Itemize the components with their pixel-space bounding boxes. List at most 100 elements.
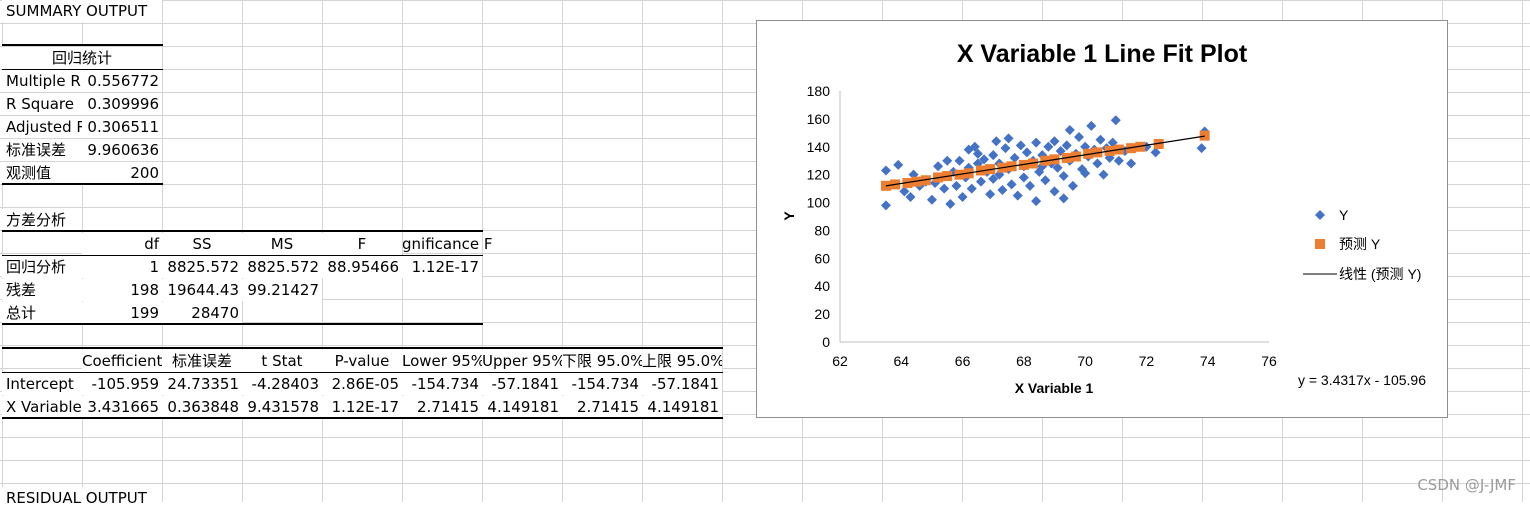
table-rule: [2, 417, 723, 419]
anova-cell[interactable]: 总计: [2, 302, 82, 324]
table-rule: [2, 372, 723, 373]
data-point-y: [905, 191, 916, 202]
stat-label[interactable]: 观测值: [2, 162, 82, 184]
y-tick-labels: 0 20 40 60 80 100 120 140 160 180: [807, 83, 831, 350]
anova-cell[interactable]: 28470: [162, 302, 242, 324]
data-point-y: [1052, 162, 1063, 173]
coef-cell[interactable]: 2.71415: [402, 396, 482, 418]
table-rule: [2, 323, 483, 325]
anova-cell[interactable]: 88.95466: [322, 256, 402, 278]
anova-cell[interactable]: 8825.572: [162, 256, 242, 278]
coef-cell[interactable]: 3.431665: [82, 396, 162, 418]
stat-value[interactable]: 9.960636: [82, 139, 162, 161]
stat-value[interactable]: 0.306511: [82, 116, 162, 138]
coef-header[interactable]: 下限 95.0%: [562, 350, 642, 372]
coef-header[interactable]: Coefficients: [82, 350, 162, 372]
coef-cell[interactable]: 1.12E-17: [322, 396, 402, 418]
data-point-y: [939, 183, 950, 194]
coef-header[interactable]: Lower 95%: [402, 350, 482, 372]
anova-cell[interactable]: 8825.572: [242, 256, 322, 278]
data-point-y: [963, 144, 974, 155]
y-tick-label: 160: [807, 111, 831, 127]
anova-cell[interactable]: 199: [82, 302, 162, 324]
stat-label[interactable]: 标准误差: [2, 139, 82, 161]
y-tick-label: 180: [807, 83, 831, 99]
data-point-y: [1077, 164, 1088, 175]
coef-header[interactable]: 上限 95.0%: [642, 350, 722, 372]
data-point-y: [975, 176, 986, 187]
data-point-y: [988, 150, 999, 161]
coef-cell[interactable]: 0.363848: [162, 396, 242, 418]
data-point-y: [1196, 143, 1207, 154]
coef-cell[interactable]: -57.1841: [642, 373, 722, 395]
coef-cell[interactable]: -4.28403: [242, 373, 322, 395]
anova-header[interactable]: MS: [242, 233, 322, 255]
coef-cell[interactable]: 9.431578: [242, 396, 322, 418]
data-point-y: [1031, 196, 1042, 207]
data-point-predicted: [1153, 138, 1164, 149]
coef-cell[interactable]: -105.959: [82, 373, 162, 395]
line-fit-chart[interactable]: X Variable 1 Line Fit Plot 0 20 40 60 80 100 1…: [756, 20, 1448, 418]
anova-cell[interactable]: 1.12E-17: [402, 256, 482, 278]
data-point-y: [1110, 115, 1121, 126]
data-point-y: [1126, 158, 1137, 169]
stat-value[interactable]: 0.556772: [82, 70, 162, 92]
data-point-y: [951, 180, 962, 191]
anova-title[interactable]: 方差分析: [2, 209, 82, 231]
stat-value[interactable]: 0.309996: [82, 93, 162, 115]
anova-header[interactable]: F: [322, 233, 402, 255]
anova-cell[interactable]: 残差: [2, 279, 82, 301]
coef-cell[interactable]: Intercept: [2, 373, 82, 395]
chart-svg: X Variable 1 Line Fit Plot 0 20 40 60 80 100 1…: [781, 40, 1426, 396]
data-point-y: [942, 155, 953, 166]
data-point-y: [1092, 158, 1103, 169]
coef-cell[interactable]: 2.86E-05: [322, 373, 402, 395]
stat-label[interactable]: Multiple R: [2, 70, 82, 92]
anova-header[interactable]: SS: [162, 233, 242, 255]
stat-label[interactable]: R Square: [2, 93, 82, 115]
coef-cell[interactable]: -154.734: [562, 373, 642, 395]
y-tick-label: 40: [814, 278, 830, 294]
y-tick-label: 120: [807, 167, 831, 183]
coef-header[interactable]: 标准误差: [162, 350, 242, 372]
y-tick-label: 0: [822, 334, 830, 350]
y-tick-label: 100: [807, 195, 831, 211]
coef-header[interactable]: P-value: [322, 350, 402, 372]
coef-cell[interactable]: X Variable: [2, 396, 82, 418]
coef-cell[interactable]: 24.73351: [162, 373, 242, 395]
data-point-y: [1037, 161, 1048, 172]
table-rule: [2, 44, 163, 46]
regression-stats-header[interactable]: 回归统计: [2, 47, 162, 69]
coef-header[interactable]: t Stat: [242, 350, 322, 372]
x-tick-label: 70: [1077, 353, 1093, 369]
stat-value[interactable]: 200: [82, 162, 162, 184]
residual-title[interactable]: RESIDUAL OUTPUT: [2, 487, 162, 509]
data-point-y: [966, 183, 977, 194]
data-point-y: [1113, 155, 1124, 166]
summary-title[interactable]: SUMMARY OUTPUT: [2, 0, 162, 22]
anova-header[interactable]: gnificance F: [402, 235, 493, 253]
data-point-y: [1058, 171, 1069, 182]
coef-cell[interactable]: -57.1841: [482, 373, 562, 395]
data-point-y: [1150, 147, 1161, 158]
data-point-y: [1067, 180, 1078, 191]
coef-cell[interactable]: 4.149181: [482, 396, 562, 418]
data-point-y: [1095, 134, 1106, 145]
anova-cell[interactable]: 198: [82, 279, 162, 301]
anova-cell[interactable]: 19644.43: [162, 279, 242, 301]
table-rule: [2, 347, 723, 349]
y-axis-label: Y: [781, 211, 797, 221]
coef-cell[interactable]: -154.734: [402, 373, 482, 395]
anova-cell[interactable]: 1: [82, 256, 162, 278]
coef-header[interactable]: Upper 95%: [482, 350, 562, 372]
coef-cell[interactable]: 4.149181: [642, 396, 722, 418]
stat-label[interactable]: Adjusted R: [2, 116, 82, 138]
y-tick-label: 60: [814, 250, 830, 266]
anova-cell[interactable]: 99.21427: [242, 279, 322, 301]
data-point-y: [945, 198, 956, 209]
legend-y-label: Y: [1339, 207, 1349, 223]
x-tick-label: 62: [832, 353, 848, 369]
coef-cell[interactable]: 2.71415: [562, 396, 642, 418]
anova-header[interactable]: df: [82, 233, 162, 255]
anova-cell[interactable]: 回归分析: [2, 256, 82, 278]
